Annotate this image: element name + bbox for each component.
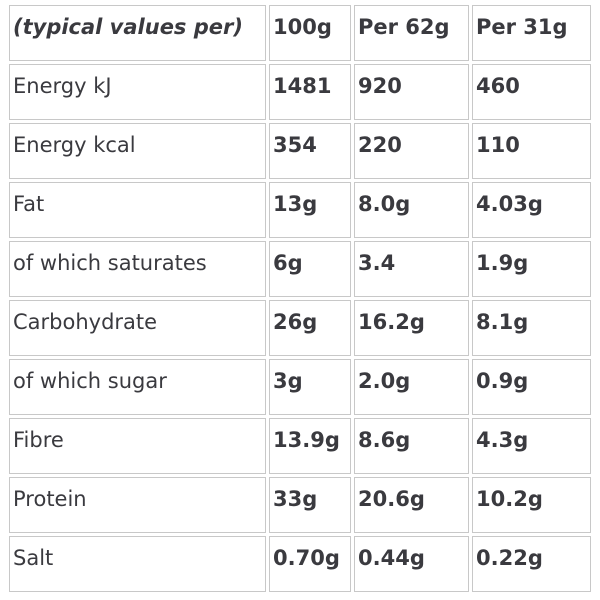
table-row: Carbohydrate 26g 16.2g 8.1g (9, 300, 591, 356)
value-cell: 8.1g (472, 300, 591, 356)
nutrient-label: Energy kJ (9, 64, 266, 120)
table-row: Protein 33g 20.6g 10.2g (9, 477, 591, 533)
nutrient-label: Protein (9, 477, 266, 533)
nutrient-label: of which sugar (9, 359, 266, 415)
table-row: Fibre 13.9g 8.6g 4.3g (9, 418, 591, 474)
value-cell: 8.0g (354, 182, 469, 238)
value-cell: 3g (269, 359, 351, 415)
value-cell: 20.6g (354, 477, 469, 533)
value-cell: 110 (472, 123, 591, 179)
header-cell: Per 31g (472, 5, 591, 61)
value-cell: 6g (269, 241, 351, 297)
value-cell: 0.9g (472, 359, 591, 415)
header-cell: (typical values per) (9, 5, 266, 61)
table-row: Energy kcal 354 220 110 (9, 123, 591, 179)
header-row: (typical values per) 100g Per 62g Per 31g (9, 5, 591, 61)
value-cell: 354 (269, 123, 351, 179)
value-cell: 4.3g (472, 418, 591, 474)
nutrient-label: Fibre (9, 418, 266, 474)
nutrient-label: Fat (9, 182, 266, 238)
value-cell: 10.2g (472, 477, 591, 533)
value-cell: 13g (269, 182, 351, 238)
nutrient-label: Salt (9, 536, 266, 592)
value-cell: 13.9g (269, 418, 351, 474)
header-cell: Per 62g (354, 5, 469, 61)
table-row: Salt 0.70g 0.44g 0.22g (9, 536, 591, 592)
value-cell: 1.9g (472, 241, 591, 297)
value-cell: 8.6g (354, 418, 469, 474)
nutrition-table: (typical values per) 100g Per 62g Per 31g En… (6, 2, 594, 595)
header-cell: 100g (269, 5, 351, 61)
value-cell: 2.0g (354, 359, 469, 415)
value-cell: 220 (354, 123, 469, 179)
value-cell: 26g (269, 300, 351, 356)
nutrient-label: Carbohydrate (9, 300, 266, 356)
value-cell: 460 (472, 64, 591, 120)
table-row: Energy kJ 1481 920 460 (9, 64, 591, 120)
value-cell: 4.03g (472, 182, 591, 238)
value-cell: 1481 (269, 64, 351, 120)
table-row: Fat 13g 8.0g 4.03g (9, 182, 591, 238)
value-cell: 0.70g (269, 536, 351, 592)
value-cell: 33g (269, 477, 351, 533)
value-cell: 16.2g (354, 300, 469, 356)
value-cell: 0.22g (472, 536, 591, 592)
nutrient-label: Energy kcal (9, 123, 266, 179)
table-row: of which sugar 3g 2.0g 0.9g (9, 359, 591, 415)
value-cell: 0.44g (354, 536, 469, 592)
nutrient-label: of which saturates (9, 241, 266, 297)
table-row: of which saturates 6g 3.4 1.9g (9, 241, 591, 297)
value-cell: 920 (354, 64, 469, 120)
value-cell: 3.4 (354, 241, 469, 297)
